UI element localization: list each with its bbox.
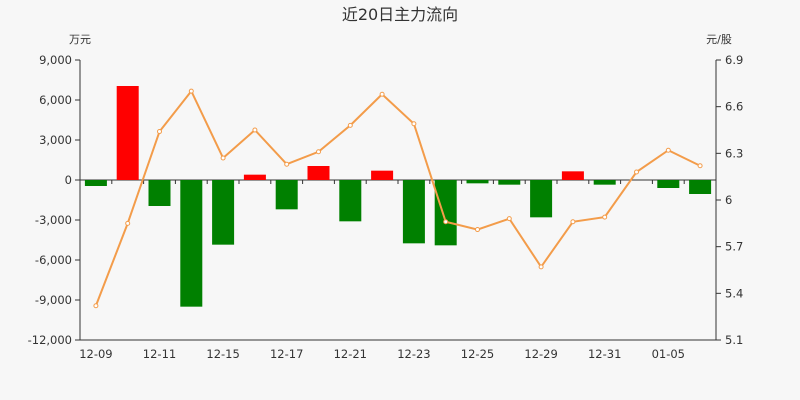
price-point [125, 220, 131, 226]
flow-bar [148, 180, 171, 206]
price-point [443, 219, 449, 225]
flow-bar [275, 180, 298, 210]
price-point [538, 264, 544, 270]
flow-bar [434, 180, 457, 246]
flow-bar [116, 86, 139, 180]
flow-bar [561, 171, 584, 180]
price-point [316, 149, 321, 155]
right-tick-label: 6.3 [725, 146, 743, 160]
flow-bar [498, 180, 521, 185]
price-point [379, 91, 385, 97]
price-point [347, 122, 353, 128]
flow-bar [84, 180, 107, 186]
flow-bar [243, 174, 266, 180]
x-tick-label: 12-29 [524, 347, 557, 361]
right-tick-label: 5.4 [725, 286, 743, 300]
right-tick-label: 6.9 [725, 53, 743, 67]
price-point [506, 216, 512, 222]
right-tick-label: 6.6 [725, 100, 743, 114]
chart-title: 近20日主力流向 [342, 5, 458, 24]
bars-layer [84, 86, 712, 307]
axes-layer: 9,000 6,000 3,000 0 -3,000 -6,000 -9,000 -12,00… [28, 53, 744, 361]
price-point [93, 303, 99, 309]
price-point [475, 227, 480, 233]
left-tick-label: -9,000 [35, 293, 72, 307]
right-tick-label: 5.1 [725, 333, 743, 347]
left-tick-label: 3,000 [39, 133, 72, 147]
left-tick-label: -6,000 [35, 253, 72, 267]
left-tick-label: 0 [65, 173, 72, 187]
flow-bar [657, 180, 680, 188]
price-line [94, 89, 701, 307]
flow-bar [689, 180, 712, 194]
flow-bar [466, 180, 489, 184]
price-point [570, 219, 576, 225]
price-point [411, 121, 417, 127]
flow-bar [339, 180, 362, 222]
price-point [252, 127, 258, 133]
flow-bar [307, 166, 330, 180]
x-tick-label: 12-25 [461, 347, 494, 361]
right-axis-unit: 元/股 [706, 33, 732, 46]
x-tick-label: 12-11 [143, 347, 176, 361]
x-tick-label: 12-21 [334, 347, 367, 361]
x-tick-label: 12-09 [79, 347, 112, 361]
x-tick-label: 12-31 [588, 347, 621, 361]
x-tick-label: 12-15 [206, 347, 239, 361]
price-point [220, 155, 226, 161]
flow-bar [180, 180, 203, 307]
right-tick-label: 6 [725, 193, 732, 207]
flow-bar [212, 180, 235, 245]
x-tick-label: 01-05 [652, 347, 685, 361]
left-tick-label: 6,000 [39, 93, 72, 107]
left-tick-label: -3,000 [35, 213, 72, 227]
x-tick-label: 12-17 [270, 347, 303, 361]
left-tick-label: -12,000 [28, 333, 72, 347]
price-line-layer [93, 88, 703, 309]
price-point [188, 88, 194, 94]
left-tick-label: 9,000 [39, 53, 72, 67]
flow-bar [530, 180, 553, 218]
x-tick-label: 12-23 [397, 347, 430, 361]
price-point [157, 129, 162, 135]
flow-bar [402, 180, 425, 244]
flow-bar [371, 170, 394, 180]
flow-bar [593, 180, 616, 185]
right-tick-label: 5.7 [725, 240, 743, 254]
left-axis-unit: 万元 [69, 33, 91, 46]
price-point [634, 169, 639, 175]
price-point [602, 214, 608, 220]
price-point [697, 163, 703, 169]
price-point [665, 147, 671, 153]
price-point [284, 161, 290, 167]
